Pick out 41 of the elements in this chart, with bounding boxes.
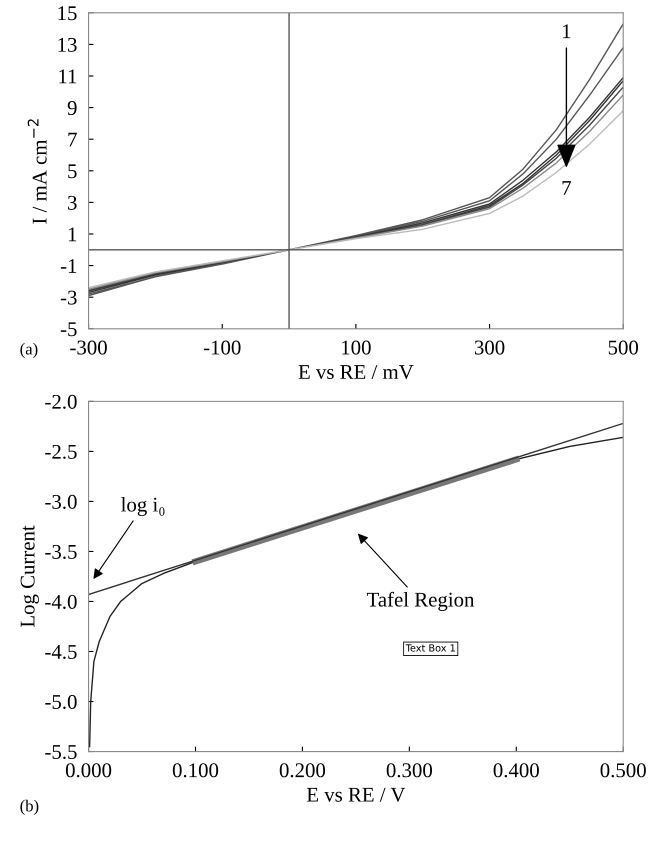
x-tick-label: 0.100 [172, 763, 218, 778]
x-tick-label: -300 [70, 340, 107, 355]
text: (a) [20, 342, 38, 358]
x-tick-label: 100 [342, 340, 371, 355]
y-tick-label: -3.0 [45, 494, 77, 509]
y-tick-label: 5 [68, 164, 77, 178]
y-tick-label: -1 [60, 259, 76, 273]
y-tick-label: 3 [68, 196, 77, 210]
annotation: log i₀ [121, 496, 165, 516]
x-tick-label: -100 [204, 340, 241, 355]
annotation: Text Box 1 [406, 644, 455, 652]
x-tick-label: 0.300 [386, 763, 432, 778]
x-tick-label: 300 [474, 340, 504, 355]
y-tick-label: -2.0 [45, 394, 77, 409]
y-tick-label: -5.0 [45, 694, 77, 710]
x-tick-label: 0.200 [280, 763, 326, 778]
y-tick-label: -5 [60, 322, 77, 336]
y-tick-label: -5.5 [45, 745, 77, 760]
y-tick-label: -2.5 [45, 444, 77, 459]
annotation: 7 [562, 181, 572, 195]
y-tick-label: -3.5 [45, 544, 77, 559]
y-tick-label: 9 [68, 101, 77, 116]
annotation: Tafel Region [366, 592, 474, 611]
y-axis-title: Log Current [20, 525, 39, 628]
y-tick-label: -4.0 [45, 594, 77, 609]
x-axis-title: E vs RE / V [306, 788, 406, 802]
y-tick-label: 7 [68, 132, 77, 146]
y-tick-label: 15 [58, 6, 77, 20]
x-tick-label: 0.500 [600, 763, 646, 778]
y-tick-label: -4.5 [45, 644, 77, 660]
x-axis-title: E vs RE / mV [298, 365, 414, 380]
x-tick-label: 0.400 [494, 763, 539, 778]
y-tick-label: 11 [59, 69, 76, 84]
y-tick-label: -3 [60, 290, 77, 305]
y-tick-label: 1 [68, 227, 76, 242]
y-tick-label: 13 [58, 38, 77, 52]
annotation: 1 [563, 24, 570, 38]
text: (b) [20, 800, 38, 815]
x-tick-label: 0.000 [66, 763, 112, 778]
y-axis-title: I / mA cm$^{−2}$ [28, 119, 47, 224]
x-tick-label: 500 [608, 340, 638, 355]
